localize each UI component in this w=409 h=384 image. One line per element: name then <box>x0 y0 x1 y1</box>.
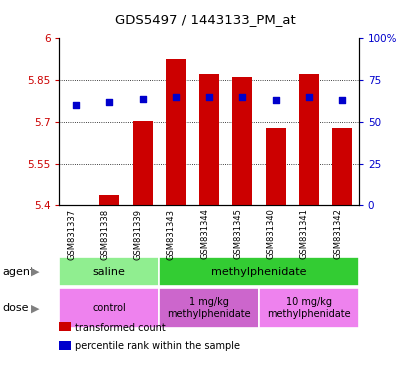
Point <box>139 96 146 102</box>
Text: GSM831337: GSM831337 <box>67 209 76 260</box>
Point <box>172 94 179 100</box>
Bar <box>199 74 218 205</box>
Text: ▶: ▶ <box>31 266 39 277</box>
Point <box>272 97 278 103</box>
Text: agent: agent <box>2 266 34 277</box>
Bar <box>331 128 351 205</box>
Text: percentile rank within the sample: percentile rank within the sample <box>75 341 239 351</box>
Text: GSM831341: GSM831341 <box>299 209 308 259</box>
Point <box>238 94 245 100</box>
Text: GSM831344: GSM831344 <box>200 209 209 259</box>
Point <box>73 102 79 108</box>
Bar <box>232 77 252 205</box>
Point <box>305 94 311 100</box>
Text: GSM831343: GSM831343 <box>166 209 175 260</box>
Text: GSM831338: GSM831338 <box>100 209 109 260</box>
Text: dose: dose <box>2 303 29 313</box>
Bar <box>99 195 119 205</box>
Text: GDS5497 / 1443133_PM_at: GDS5497 / 1443133_PM_at <box>115 13 294 26</box>
Text: transformed count: transformed count <box>75 323 165 333</box>
Text: GSM831345: GSM831345 <box>233 209 242 259</box>
Bar <box>132 121 152 205</box>
Text: methylphenidate: methylphenidate <box>211 266 306 277</box>
Point <box>106 99 112 105</box>
Point <box>205 94 212 100</box>
Text: GSM831339: GSM831339 <box>133 209 142 260</box>
Bar <box>166 59 185 205</box>
Text: 10 mg/kg
methylphenidate: 10 mg/kg methylphenidate <box>266 297 350 319</box>
Point <box>338 97 344 103</box>
Text: ▶: ▶ <box>31 303 39 313</box>
Text: GSM831342: GSM831342 <box>332 209 341 259</box>
Bar <box>298 74 318 205</box>
Bar <box>265 128 285 205</box>
Text: saline: saline <box>93 266 126 277</box>
Text: GSM831340: GSM831340 <box>266 209 275 259</box>
Text: control: control <box>92 303 126 313</box>
Text: 1 mg/kg
methylphenidate: 1 mg/kg methylphenidate <box>167 297 250 319</box>
